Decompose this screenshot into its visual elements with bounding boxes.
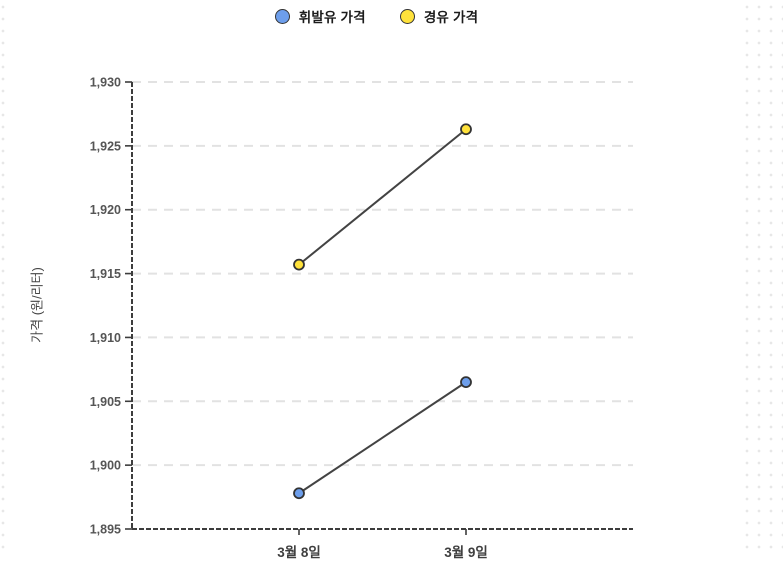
data-point[interactable] bbox=[293, 258, 305, 271]
data-point[interactable] bbox=[293, 487, 305, 500]
y-tick-label: 1,910 bbox=[90, 331, 121, 345]
legend-item-diesel[interactable]: 경유 가격 bbox=[399, 6, 479, 26]
y-tick-label: 1,920 bbox=[90, 203, 121, 217]
y-tick-label: 1,915 bbox=[90, 267, 121, 281]
series-line-0 bbox=[298, 381, 467, 495]
y-tick-label: 1,895 bbox=[90, 523, 121, 537]
chart-card: 휘발유 가격 경유 가격 가격 (원/리터) 1,895 1,900 1,905 1,… bbox=[9, 0, 744, 588]
legend-label-gasoline: 휘발유 가격 bbox=[298, 10, 366, 25]
y-tick-label: 1,925 bbox=[90, 139, 121, 153]
x-category-label: 3월 9일 bbox=[444, 544, 488, 560]
x-category-label: 3월 8일 bbox=[277, 544, 321, 560]
legend-item-gasoline[interactable]: 휘발유 가격 bbox=[274, 6, 366, 26]
chart-legend: 휘발유 가격 경유 가격 bbox=[9, 6, 744, 26]
y-tick-label: 1,900 bbox=[90, 459, 121, 473]
series-line-1 bbox=[298, 128, 467, 266]
data-point[interactable] bbox=[460, 376, 472, 389]
line-chart-plot: 1,895 1,900 1,905 1,910 1,915 1,920 1,925 1,930… bbox=[90, 76, 633, 560]
gasoline-series-marker-icon bbox=[274, 8, 290, 24]
y-tick-label: 1,930 bbox=[90, 76, 121, 90]
legend-label-diesel: 경유 가격 bbox=[423, 10, 479, 25]
data-point[interactable] bbox=[460, 123, 472, 136]
y-tick-label: 1,905 bbox=[90, 395, 121, 409]
diesel-series-marker-icon bbox=[399, 8, 415, 24]
